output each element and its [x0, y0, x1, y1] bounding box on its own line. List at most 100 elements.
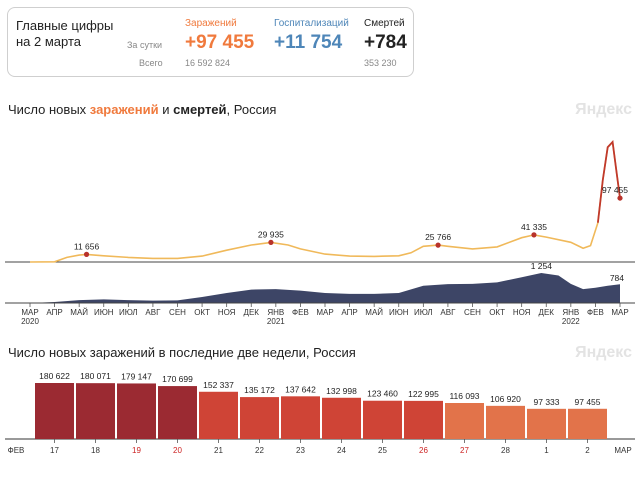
deaths-daily: +784	[364, 32, 407, 53]
infections-daily: +97 455	[185, 32, 255, 53]
infections-total: 16 592 824	[185, 58, 231, 68]
month-tick-label: ЯНВ	[562, 308, 579, 317]
bar-value-label: 179 147	[121, 371, 152, 381]
infections-peak-marker	[83, 251, 90, 257]
year-tick-label: 2020	[21, 317, 39, 326]
bar	[240, 397, 279, 439]
infections-peak-marker	[531, 232, 537, 238]
day-tick-label: 24	[337, 446, 346, 455]
day-tick-label: 1	[544, 446, 549, 455]
bar	[404, 400, 443, 439]
month-tick-label: ОКТ	[194, 308, 210, 317]
month-tick-label: ИЮН	[389, 308, 409, 317]
bar-value-label: 106 920	[490, 394, 521, 404]
day-tick-label: 19	[132, 446, 141, 455]
chart1-title-deaths: смертей	[173, 102, 227, 117]
month-tick-label: ДЕК	[244, 308, 260, 317]
month-tick-label: АВГ	[440, 308, 456, 317]
infections-peak-marker	[268, 239, 274, 245]
summary-card: Главные цифры на 2 марта За сутки Всего …	[7, 7, 414, 77]
month-start-label: ФЕВ	[8, 446, 25, 455]
month-tick-label: НОЯ	[218, 308, 236, 317]
infections-value-label: 25 766	[425, 232, 451, 242]
bar	[76, 383, 115, 439]
hospitalizations-daily: +11 754	[274, 32, 343, 53]
bar	[117, 383, 156, 439]
bar	[199, 391, 238, 439]
bar	[486, 405, 525, 439]
month-tick-label: ФЕВ	[587, 308, 604, 317]
infections-peak-marker	[435, 242, 441, 248]
bar-value-label: 123 460	[367, 389, 398, 399]
bar-value-label: 180 071	[80, 371, 111, 381]
chart1-title-mid: и	[158, 102, 174, 117]
yandex-watermark-2: Яндекс	[575, 344, 632, 361]
month-tick-label: АПР	[46, 308, 62, 317]
bar-value-label: 97 455	[575, 397, 601, 407]
day-tick-label: 2	[585, 446, 590, 455]
bar	[322, 397, 361, 439]
day-tick-label: 22	[255, 446, 264, 455]
month-tick-label: СЕН	[464, 308, 481, 317]
infections-peak-marker	[617, 195, 623, 201]
day-tick-label: 17	[50, 446, 59, 455]
deaths-label: Смертей	[364, 18, 405, 29]
chart1-title-suffix: , Россия	[226, 102, 277, 117]
month-tick-label: ИЮН	[94, 308, 114, 317]
day-tick-label: 18	[91, 446, 100, 455]
day-tick-label: 20	[173, 446, 182, 455]
deaths-value-label: 1 254	[531, 261, 553, 271]
month-tick-label: МАЙ	[70, 308, 88, 317]
row-label-total: Всего	[139, 58, 163, 68]
deaths-total: 353 230	[364, 58, 397, 68]
month-tick-label: МАЙ	[365, 308, 383, 317]
day-tick-label: 26	[419, 446, 428, 455]
month-tick-label: АПР	[341, 308, 357, 317]
deaths-area	[30, 273, 620, 303]
bar-value-label: 135 172	[244, 385, 275, 395]
infections-value-label: 29 935	[258, 229, 284, 239]
bar	[568, 408, 607, 439]
hospitalizations-label: Госпитализаций	[274, 18, 349, 29]
chart1-title-infections: заражений	[89, 102, 159, 117]
bar-value-label: 132 998	[326, 386, 357, 396]
chart2-title: Число новых заражений в последние две не…	[8, 345, 356, 360]
month-tick-label: МАР	[21, 308, 38, 317]
bar	[35, 383, 74, 439]
bar-value-label: 122 995	[408, 389, 439, 399]
infections-value-label: 97 455	[602, 185, 628, 195]
month-tick-label: ОКТ	[489, 308, 505, 317]
month-tick-label: НОЯ	[513, 308, 531, 317]
chart1-title-prefix: Число новых	[8, 102, 90, 117]
month-end-label: МАР	[614, 446, 631, 455]
bar-value-label: 97 333	[534, 397, 560, 407]
infections-value-label: 11 656	[74, 241, 100, 251]
month-tick-label: ДЕК	[539, 308, 555, 317]
month-tick-label: МАР	[611, 308, 628, 317]
day-tick-label: 27	[460, 446, 469, 455]
month-tick-label: ФЕВ	[292, 308, 309, 317]
day-tick-label: 28	[501, 446, 510, 455]
month-tick-label: СЕН	[169, 308, 186, 317]
day-tick-label: 23	[296, 446, 305, 455]
infections-label: Заражений	[185, 18, 237, 29]
bar	[281, 396, 320, 439]
bar	[445, 403, 484, 439]
year-tick-label: 2021	[267, 317, 285, 326]
year-tick-label: 2022	[562, 317, 580, 326]
summary-title: Главные цифры на 2 марта	[16, 18, 114, 49]
infections-line	[29, 140, 621, 263]
bar-value-label: 180 622	[39, 371, 70, 381]
infections-value-label: 41 335	[521, 222, 547, 232]
month-tick-label: АВГ	[145, 308, 161, 317]
yandex-watermark-1: Яндекс	[575, 101, 632, 118]
month-tick-label: МАР	[316, 308, 333, 317]
bar-value-label: 170 699	[162, 374, 193, 384]
bar	[363, 400, 402, 439]
bar-value-label: 116 093	[449, 391, 479, 401]
day-tick-label: 21	[214, 446, 223, 455]
month-tick-label: ЯНВ	[267, 308, 284, 317]
month-tick-label: ИЮЛ	[119, 308, 138, 317]
